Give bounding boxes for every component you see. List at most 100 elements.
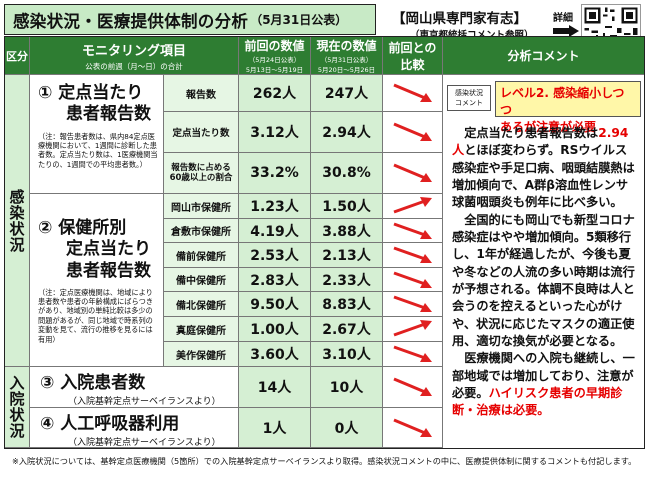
- item1-title-line2: 患者報告数: [66, 104, 151, 125]
- item2-row4-curr: 2.33人: [311, 268, 383, 292]
- down-right-arrow-icon: [392, 222, 432, 239]
- item1-row3-prev: 33.2%: [239, 153, 311, 194]
- comment-badge-line1: 感染状況: [455, 89, 483, 97]
- detail-link[interactable]: 詳細: [553, 13, 573, 24]
- header-prev-sub2: 5月13日～5月19日: [245, 66, 304, 74]
- down-right-arrow-icon: [392, 83, 432, 102]
- row-label: 報告数: [186, 89, 216, 101]
- comment-paragraph-1: 定点当たり患者報告数は2.94人とほぼ変わらず。RSウイルス感染症や手足口病、咽…: [452, 125, 638, 212]
- item4-sub: （入院基幹定点サーベイランスより）: [68, 438, 221, 449]
- item2-row6-curr: 2.67人: [311, 317, 383, 342]
- item1-row1-curr: 247人: [311, 75, 383, 112]
- monitoring-table: [4, 36, 645, 449]
- comment-paragraph-2: 全国的にも岡山でも新型コロナ感染症はやや増加傾向。5類移行し、1年が経過したが、…: [452, 212, 635, 348]
- item2-row3-label: 備前保健所: [164, 243, 239, 268]
- comment-badge: 感染状況 コメント: [447, 85, 491, 111]
- item1-row2-label: 定点当たり数: [164, 112, 239, 153]
- item1-row2-trend: [383, 112, 443, 153]
- item2-row6-label: 真庭保健所: [164, 317, 239, 342]
- item2-row2-trend: [383, 219, 443, 243]
- item1-row1-label: 報告数: [164, 75, 239, 112]
- item2-row4-trend: [383, 268, 443, 292]
- header-item: モニタリング項目 公表の前週（月～日）の合計: [30, 37, 239, 75]
- header-comment-label: 分析コメント: [507, 49, 580, 63]
- item1-title-line1: ① 定点当たり: [38, 83, 144, 103]
- item2-row5-curr: 8.83人: [311, 292, 383, 317]
- comment-panel: 感染状況 コメント レベル2. 感染縮小しつつ あるが注意が必要 定点当たり患者…: [443, 75, 644, 448]
- expert-group-subtitle: （東京都統括コメント参照）: [410, 30, 534, 41]
- header-item-label: モニタリング項目: [81, 43, 186, 59]
- section-hospital: 入院状況: [5, 367, 30, 448]
- down-right-arrow-icon: [392, 271, 432, 288]
- item2-row7-prev: 3.60人: [239, 342, 311, 367]
- item4-trend: [383, 408, 443, 448]
- footer-note: ※入院状況については、基幹定点医療機関（5箇所）での入院基幹定点サーベイランスよ…: [12, 456, 637, 466]
- down-right-arrow-icon: [392, 246, 432, 263]
- item1-row1-prev: 262人: [239, 75, 311, 112]
- item2-row2-prev: 4.19人: [239, 219, 311, 243]
- item2-cell: ② 保健所別 定点当たり 患者報告数 （注：定点医療機関は、地域により患者数や患…: [30, 194, 164, 367]
- section-infection: 感染状況: [5, 75, 30, 367]
- section-infection-label: 感染状況: [7, 188, 26, 253]
- item1-row3-label: 報告数に占める60歳以上の割合: [164, 153, 239, 194]
- item2-row4-label: 備中保健所: [164, 268, 239, 292]
- row-label: 倉敷市保健所: [171, 227, 231, 238]
- item2-row7-label: 美作保健所: [164, 342, 239, 367]
- item2-row1-label: 岡山市保健所: [164, 194, 239, 219]
- title-box: 感染状況・医療提供体制の分析 （5月31日公表）: [4, 4, 376, 35]
- item1-note: （注：報告患者数は、県内84定点医療機関において、1週間に診断した患者数。定点当…: [38, 131, 158, 169]
- up-right-arrow-icon: [392, 197, 432, 214]
- row-label: 備北保健所: [176, 300, 226, 312]
- level-line1: レベル2. 感染縮小しつつ: [500, 86, 625, 117]
- publish-date: （5月31日公表）: [250, 13, 348, 27]
- section-hospital-label: 入院状況: [7, 375, 26, 439]
- level-box: レベル2. 感染縮小しつつ あるが注意が必要: [495, 81, 641, 134]
- row-label: 備中保健所: [176, 276, 226, 287]
- header-section-label: 区分: [6, 49, 28, 63]
- item2-row2-curr: 3.88人: [311, 219, 383, 243]
- row-label: 美作保健所: [176, 350, 226, 362]
- item4-cell: ④ 人工呼吸器利用 （入院基幹定点サーベイランスより）: [30, 408, 239, 448]
- down-right-arrow-icon: [392, 163, 432, 182]
- comment-p1-red: 2.94人: [452, 126, 629, 158]
- item1-row3-curr: 30.8%: [311, 153, 383, 194]
- up-right-arrow-icon: [392, 320, 432, 337]
- row-label: 定点当たり数: [172, 128, 230, 139]
- item2-title-line2: 定点当たり: [66, 239, 151, 260]
- item2-title-line1: ② 保健所別: [38, 218, 127, 238]
- item1-cell: ① 定点当たり 患者報告数 （注：報告患者数は、県内84定点医療機関において、1…: [30, 75, 164, 194]
- item2-row1-trend: [383, 194, 443, 219]
- comment-body: 定点当たり患者報告数は2.94人とほぼ変わらず。RSウイルス感染症や手足口病、咽…: [452, 125, 638, 420]
- expert-group-title: 【岡山県専門家有志】: [392, 11, 527, 27]
- row-label: 真庭保健所: [176, 325, 226, 337]
- level-line2: あるが注意が必要: [500, 120, 597, 134]
- down-right-arrow-icon: [392, 345, 432, 362]
- comment-badge-line2: コメント: [455, 99, 483, 107]
- header-comment: 分析コメント: [443, 37, 644, 75]
- item1-row2-curr: 2.94人: [311, 112, 383, 153]
- item3-curr: 10人: [311, 367, 383, 408]
- header-curr-sub1: （5月31日公表）: [320, 56, 373, 64]
- item2-row6-trend: [383, 317, 443, 342]
- item4-prev: 1人: [239, 408, 311, 448]
- header-item-sub: 公表の前週（月～日）の合計: [85, 61, 183, 71]
- down-right-arrow-icon: [392, 295, 432, 312]
- item4-curr: 0人: [311, 408, 383, 448]
- item1-row3-trend: [383, 153, 443, 194]
- item2-row5-trend: [383, 292, 443, 317]
- item2-row5-label: 備北保健所: [164, 292, 239, 317]
- item2-row1-curr: 1.50人: [311, 194, 383, 219]
- header-curr: 現在の数値 （5月31日公表） 5月20日～5月26日: [311, 37, 383, 75]
- header-prev-sub1: （5月24日公表）: [248, 56, 301, 64]
- header-curr-sub2: 5月20日～5月26日: [317, 66, 376, 74]
- item2-row5-prev: 9.50人: [239, 292, 311, 317]
- down-right-arrow-icon: [392, 122, 432, 141]
- item2-row4-prev: 2.83人: [239, 268, 311, 292]
- page-title: 感染状況・医療提供体制の分析: [13, 11, 249, 31]
- row-label: 備前保健所: [176, 251, 226, 263]
- item2-note: （注：定点医療機関は、地域により患者数や患者の年齢構成にばらつきがあり、地域別の…: [38, 287, 154, 344]
- right-arrow-icon: [553, 25, 579, 37]
- comment-paragraph-3: 医療機関への入院も継続し、一部地域では増加しており、注意が必要。ハイリスク患者の…: [452, 350, 638, 419]
- header-compare: 前回との 比較: [383, 37, 443, 75]
- down-right-arrow-icon: [392, 377, 432, 396]
